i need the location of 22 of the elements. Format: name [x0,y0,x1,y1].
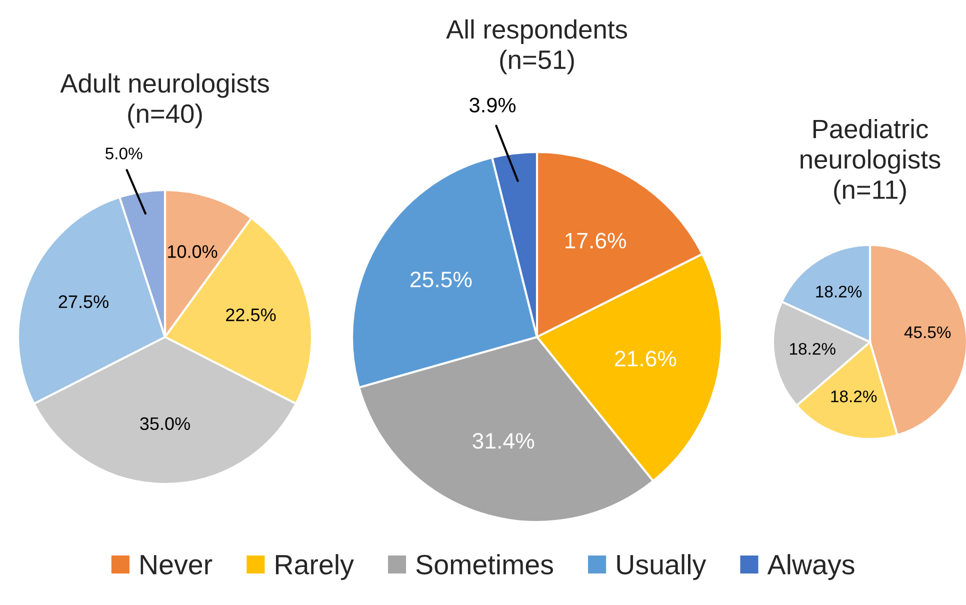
data-label: 10.0% [168,245,218,258]
data-label: 18.2% [816,286,862,298]
data-label: 18.2% [831,390,877,402]
data-label: 45.5% [904,326,951,338]
legend-label: Usually [617,554,706,580]
chart-title: Adult neurologists (n=40) [60,73,269,128]
data-label: 18.2% [790,342,836,355]
legend-label: Rarely [276,554,354,580]
data-label: 35.0% [140,417,190,430]
chart-title: Paediatric neurologists (n=11) [800,118,940,204]
legend-label: Always [767,554,854,580]
legend-label: Sometimes [416,554,553,575]
data-label: 5.0% [106,148,142,160]
data-label: 17.6% [565,232,626,249]
data-label: 3.9% [470,98,516,112]
data-label: 21.6% [615,350,676,366]
chart-title: All respondents (n=51) [446,19,628,74]
data-label: 25.5% [410,272,472,288]
legend-label: Never [140,555,212,575]
data-label: 31.4% [472,433,534,449]
data-label: 27.5% [58,295,108,308]
data-label: 22.5% [226,308,276,322]
